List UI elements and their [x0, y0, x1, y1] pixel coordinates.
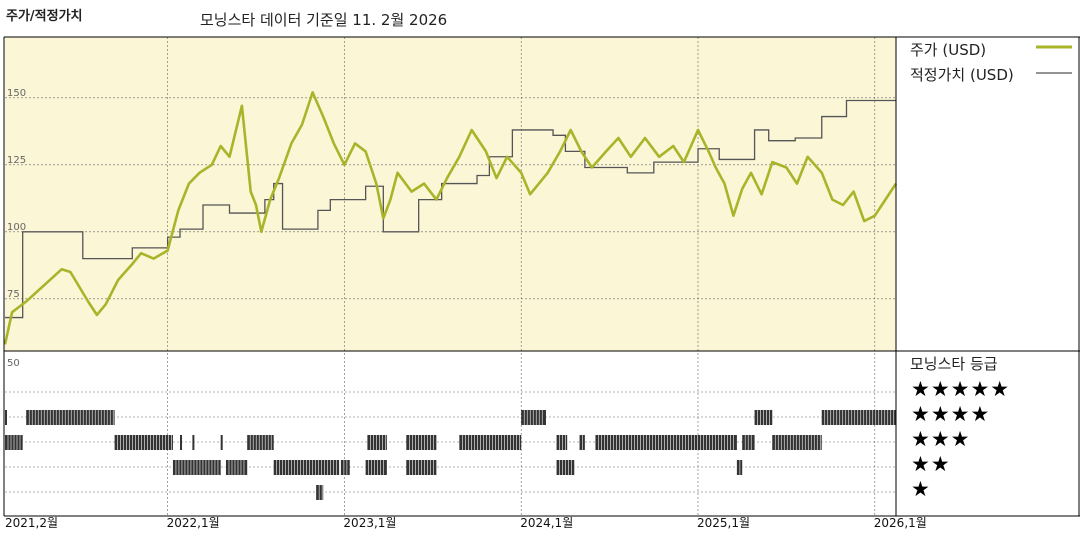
rating-segment	[365, 460, 387, 475]
y-tick-label: 100	[7, 222, 26, 233]
rating-segment	[316, 485, 324, 500]
rating-segment	[595, 435, 737, 450]
rating-segment	[556, 435, 568, 450]
legend-fair-value-label: 적정가치 (USD)	[910, 66, 1014, 84]
rating-segment	[821, 410, 896, 425]
rating-segment	[459, 435, 522, 450]
x-tick-label: 2021,2월	[5, 516, 58, 530]
rating-timeline	[5, 410, 896, 500]
rating-segment	[247, 435, 274, 450]
rating-segment	[192, 435, 195, 450]
x-tick-label: 2025,1월	[697, 516, 750, 530]
rating-4-stars: ★★★★	[911, 402, 991, 426]
rating-segment	[114, 435, 173, 450]
gridlines	[5, 37, 896, 516]
rating-segment	[736, 460, 743, 475]
rating-3-stars: ★★★	[911, 427, 971, 451]
y-axis-labels: 150 125 100 75 50	[7, 88, 26, 369]
y-tick-label: 150	[7, 88, 26, 99]
rating-segment	[225, 460, 248, 475]
rating-segment	[5, 410, 7, 425]
rating-segment	[340, 460, 350, 475]
price-line	[3, 91, 898, 345]
y-tick-label: 125	[7, 155, 26, 166]
y-tick-label: 75	[7, 289, 20, 300]
rating-1-star: ★	[911, 477, 931, 501]
rating-segment	[367, 435, 387, 450]
x-tick-label: 2023,1월	[343, 516, 396, 530]
rating-segment	[220, 435, 223, 450]
data-source-label: 모닝스타 데이터 기준일 11. 2월 2026	[200, 11, 448, 29]
x-tick-label: 2026,1월	[874, 516, 927, 530]
x-axis-labels: 2021,2월 2022,1월 2023,1월 2024,1월 2025,1월 2026,…	[5, 516, 927, 530]
rating-panel-title: 모닝스타 등급	[910, 355, 998, 373]
price-series	[3, 91, 898, 345]
y-tick-label: 50	[7, 358, 20, 369]
rating-segment	[772, 435, 822, 450]
rating-2-stars: ★★	[911, 452, 951, 476]
x-tick-label: 2022,1월	[167, 516, 220, 530]
legend-price-label: 주가 (USD)	[910, 41, 987, 59]
x-tick-label: 2024,1월	[520, 516, 573, 530]
rating-segment	[180, 435, 183, 450]
rating-5-stars: ★★★★★	[911, 377, 1011, 401]
chart-title: 주가/적정가치	[6, 9, 83, 24]
chart-frame	[3, 36, 1080, 517]
rating-segment	[579, 435, 585, 450]
